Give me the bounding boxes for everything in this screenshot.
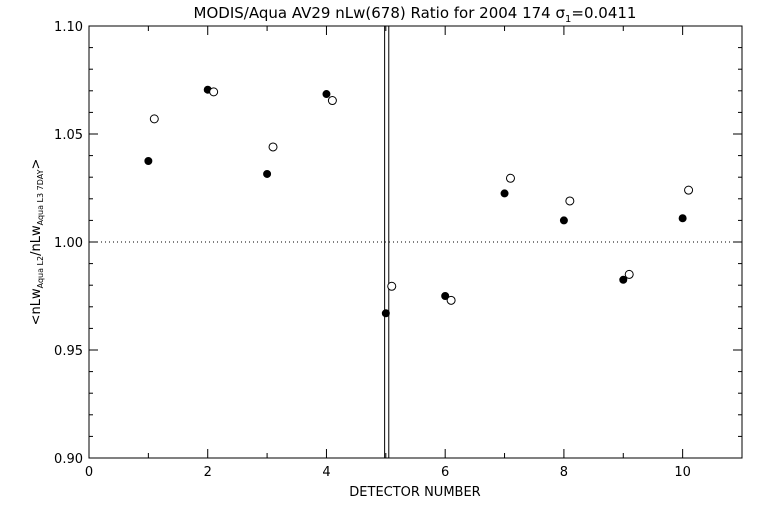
y-tick-label: 1.10 [54, 20, 83, 35]
chart-title: MODIS/Aqua AV29 nLw(678) Ratio for 2004 … [194, 4, 637, 25]
open-point-1 [149, 114, 159, 124]
filled-point-10 [678, 214, 687, 223]
open-point-2 [209, 87, 219, 97]
y-axis-title: <nLwAqua L2/nLwAqua L3 7DAY> [29, 159, 45, 326]
x-tick-label: 6 [441, 465, 449, 480]
x-tick-label: 10 [674, 465, 691, 480]
y-tick-label: 1.05 [54, 128, 83, 143]
open-point-10 [684, 185, 694, 195]
x-tick-label: 0 [85, 465, 93, 480]
y-tick-label: 0.90 [54, 452, 83, 467]
filled-point-6 [441, 292, 450, 300]
open-point-9 [624, 269, 634, 279]
open-point-8 [565, 196, 575, 206]
axis-ticks [88, 25, 743, 459]
filled-point-1 [144, 157, 153, 165]
open-point-6 [446, 295, 456, 305]
x-axis-title: DETECTOR NUMBER [349, 485, 480, 500]
y-tick-label: 1.00 [54, 236, 83, 251]
filled-point-5 [381, 309, 390, 318]
y-tick-labels: 0.90 0.95 1.00 1.05 1.10 [54, 20, 83, 467]
open-point-4 [327, 96, 337, 106]
x-tick-labels: 0 2 4 6 8 10 [85, 465, 691, 480]
vertical-lines [384, 26, 390, 458]
x-tick-label: 8 [560, 465, 568, 480]
filled-point-9 [619, 275, 628, 284]
open-point-5 [387, 281, 397, 291]
y-tick-label: 0.95 [54, 344, 83, 359]
open-point-7 [505, 173, 515, 183]
x-tick-label: 4 [322, 465, 330, 480]
filled-point-4 [322, 90, 331, 99]
open-point-3 [268, 142, 278, 152]
filled-point-7 [500, 189, 509, 198]
filled-point-8 [559, 216, 568, 225]
filled-point-3 [263, 169, 272, 178]
data-points [144, 85, 694, 318]
plot-border [88, 25, 743, 459]
x-tick-label: 2 [204, 465, 212, 480]
plot-frame [88, 25, 743, 459]
